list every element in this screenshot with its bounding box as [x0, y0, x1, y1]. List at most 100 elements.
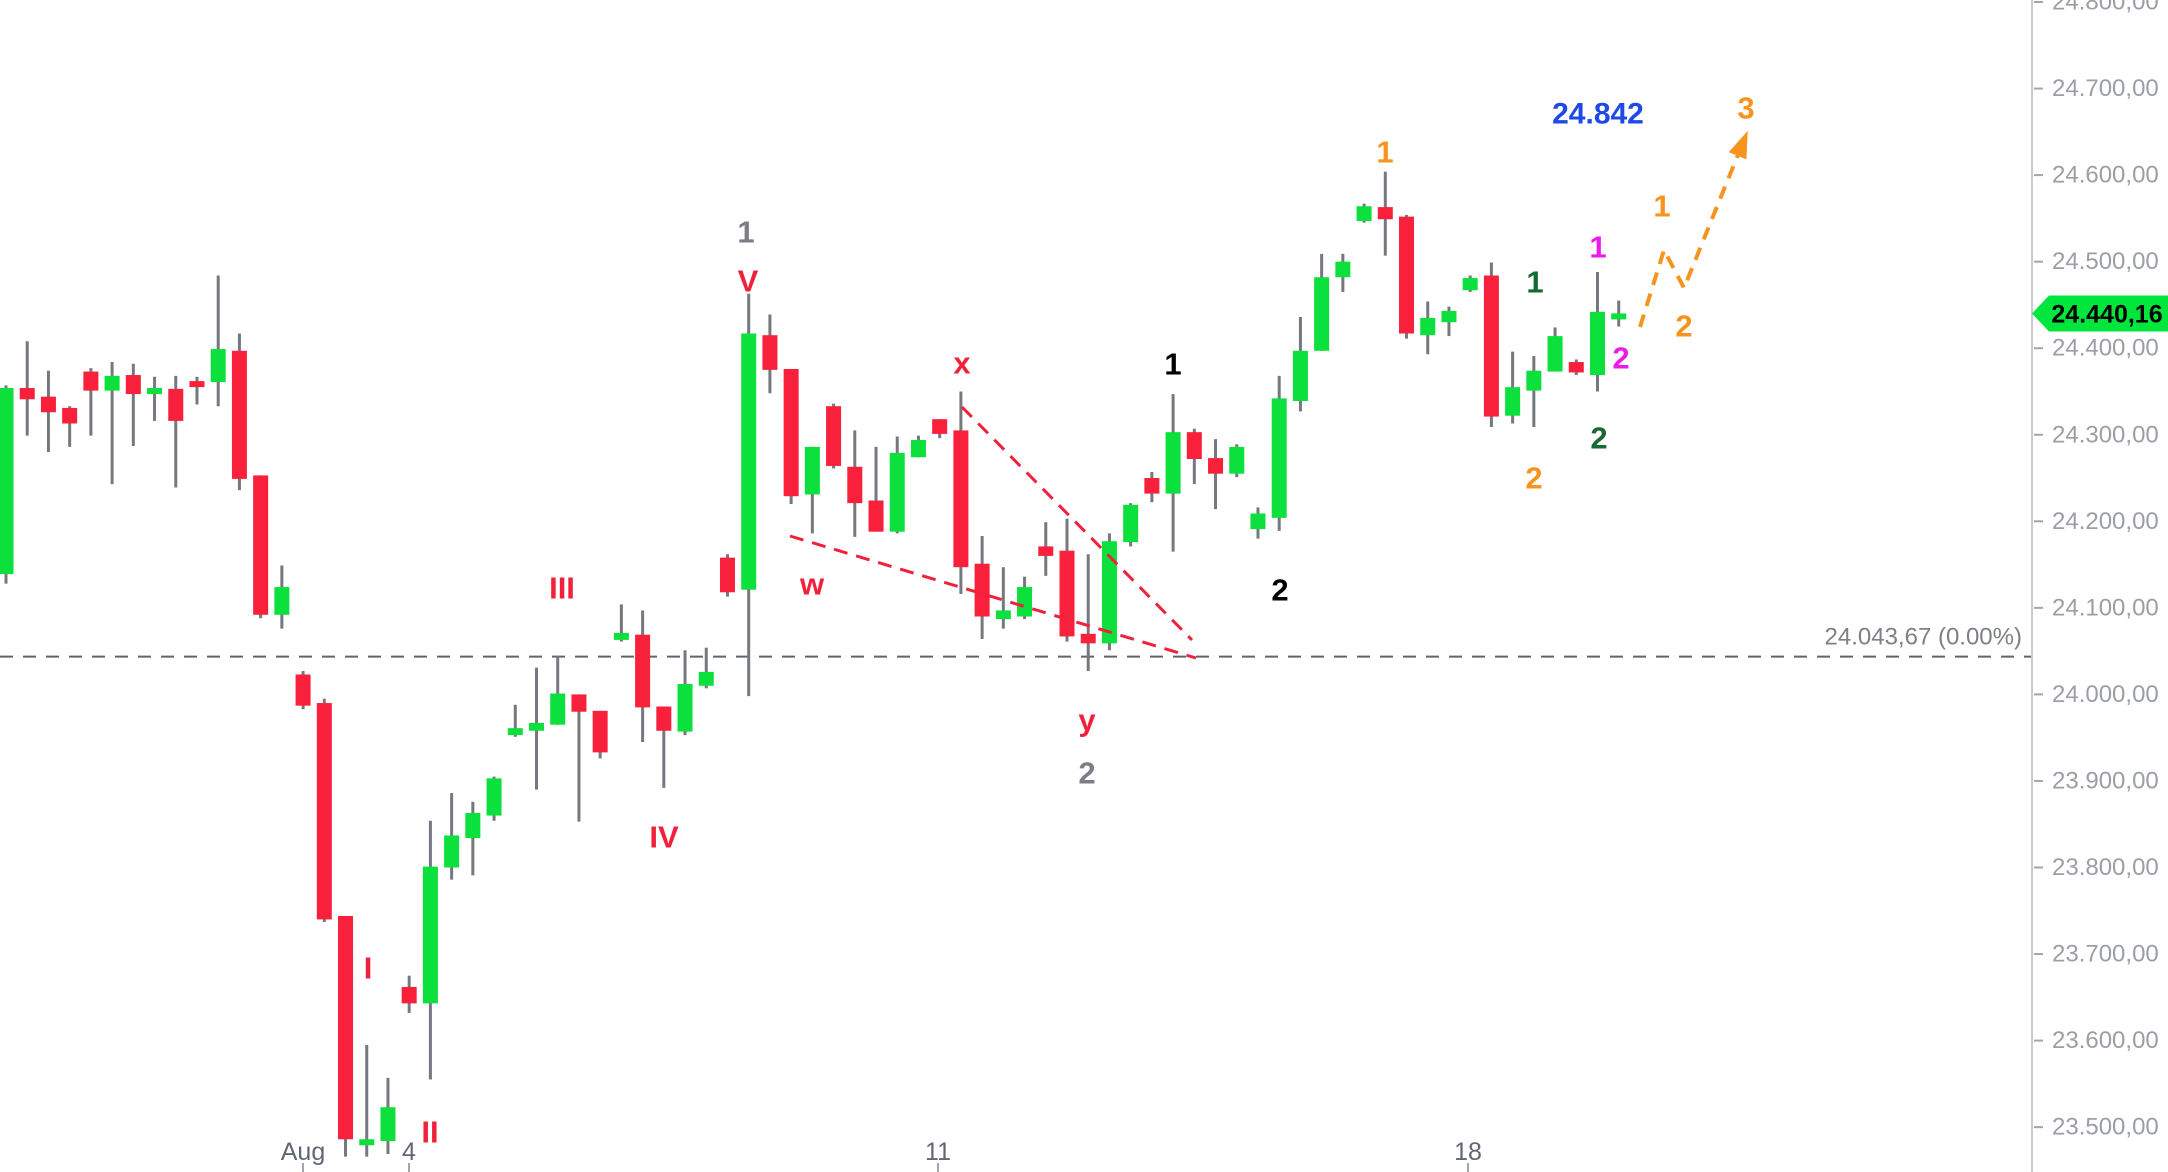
candle-up	[910, 439, 926, 458]
candle-down	[295, 674, 311, 706]
price-tick-label[interactable]: 23.900,00	[2052, 767, 2159, 794]
candle-down	[571, 694, 587, 712]
candle-down	[189, 381, 205, 388]
candle-down	[1399, 216, 1415, 334]
price-tick-label[interactable]: 24.000,00	[2052, 681, 2159, 708]
wave-label[interactable]: V	[738, 264, 759, 299]
candle-up	[422, 866, 438, 1004]
price-tick-label[interactable]: 23.800,00	[2052, 854, 2159, 881]
price-tick-label[interactable]: 24.700,00	[2052, 75, 2159, 102]
wave-label[interactable]: 2	[1675, 309, 1692, 344]
candle-up	[550, 693, 566, 725]
wave-label[interactable]: I	[364, 951, 373, 986]
candle-up	[1462, 278, 1478, 291]
price-tick-label[interactable]: 23.600,00	[2052, 1027, 2159, 1054]
baseline-value-label: 24.043,67 (0.00%)	[1825, 624, 2022, 651]
price-tick-label[interactable]: 24.300,00	[2052, 421, 2159, 448]
wave-label[interactable]: 3	[1737, 91, 1754, 126]
candle-up	[1101, 541, 1117, 644]
wave-label[interactable]: 2	[1590, 421, 1607, 456]
candle-down	[656, 706, 672, 731]
candle-down	[932, 419, 948, 434]
candle-up	[1314, 277, 1330, 351]
candle-down	[168, 388, 184, 421]
price-tick-label[interactable]: 24.100,00	[2052, 594, 2159, 621]
candle-up	[1441, 310, 1457, 323]
price-tick-label[interactable]: 24.800,00	[2052, 0, 2159, 16]
price-target-label[interactable]: 24.842	[1552, 98, 1644, 131]
trendline[interactable]	[789, 534, 1197, 660]
candle-down	[953, 430, 969, 568]
candle-up	[741, 333, 757, 590]
wave-label[interactable]: 1	[1589, 230, 1606, 265]
wave-label[interactable]: III	[549, 571, 575, 606]
candle-down	[1186, 432, 1202, 459]
candle-down	[1568, 362, 1584, 373]
wave-label[interactable]: x	[953, 346, 971, 381]
candle-up	[147, 388, 163, 395]
candle-down	[719, 557, 735, 593]
candle-up	[1017, 587, 1033, 617]
candle-down	[783, 368, 799, 497]
candle-down	[316, 703, 332, 920]
candle-down	[1208, 458, 1224, 474]
wave-label[interactable]: 2	[1078, 756, 1095, 791]
projection-arrow-line[interactable]	[1638, 139, 1746, 328]
candle-up	[804, 446, 820, 495]
trendline[interactable]	[960, 405, 1194, 642]
candle-up	[380, 1107, 396, 1141]
candle-down	[83, 371, 99, 391]
wave-label[interactable]: 1	[1653, 189, 1670, 224]
time-tick-label[interactable]: 18	[1454, 1138, 1482, 1166]
candle-up	[444, 835, 460, 868]
candle-up	[1123, 504, 1139, 543]
candle-down	[125, 375, 141, 395]
time-tick-label[interactable]: 11	[925, 1138, 951, 1166]
candle-up	[1335, 261, 1351, 278]
wave-label[interactable]: 2	[1612, 341, 1629, 376]
candle-down	[19, 388, 35, 400]
time-tick-label[interactable]: Aug	[281, 1138, 325, 1166]
candle-down	[847, 466, 863, 504]
candle-down	[974, 563, 990, 617]
wave-label[interactable]: 2	[1271, 573, 1288, 608]
wave-label[interactable]: w	[799, 567, 825, 602]
candle-up	[613, 632, 629, 640]
candle-up	[995, 610, 1011, 620]
wave-label[interactable]: 1	[1376, 135, 1393, 170]
wave-label[interactable]: 1	[1526, 265, 1543, 300]
price-tick-label[interactable]: 24.200,00	[2052, 508, 2159, 535]
price-tick-label[interactable]: 24.600,00	[2052, 162, 2159, 189]
wave-label[interactable]: 2	[1525, 461, 1542, 496]
time-tick-label[interactable]: 4	[402, 1138, 416, 1166]
candle-down	[338, 915, 354, 1140]
candle-up	[1526, 370, 1542, 391]
price-tick-label[interactable]: 23.500,00	[2052, 1114, 2159, 1141]
candle-up	[698, 671, 714, 686]
price-tick-label[interactable]: 23.700,00	[2052, 941, 2159, 968]
price-tick-label[interactable]: 24.500,00	[2052, 248, 2159, 275]
wave-label[interactable]: 1	[737, 215, 754, 250]
candle-down	[1059, 550, 1075, 637]
candle-down	[635, 634, 651, 708]
candle-up	[1420, 317, 1436, 336]
candle-down	[253, 475, 269, 615]
candle-down	[826, 406, 842, 466]
last-price-value: 24.440,16	[2051, 300, 2162, 328]
wave-label[interactable]: 1	[1164, 347, 1181, 382]
price-tick-label[interactable]: 24.400,00	[2052, 335, 2159, 362]
wave-label[interactable]: y	[1078, 703, 1096, 738]
candle-down	[62, 407, 78, 424]
candle-up	[274, 587, 290, 615]
candle-up	[1292, 350, 1308, 401]
candle-up	[1590, 311, 1605, 376]
candle-down	[1038, 546, 1054, 556]
candle-up	[1250, 513, 1266, 530]
candle-up	[1547, 336, 1563, 372]
wave-label[interactable]: IV	[649, 820, 679, 855]
candle-down	[40, 396, 56, 413]
wave-label[interactable]: II	[421, 1115, 438, 1150]
candle-down	[401, 986, 417, 1004]
last-price-badge	[2032, 295, 2168, 332]
